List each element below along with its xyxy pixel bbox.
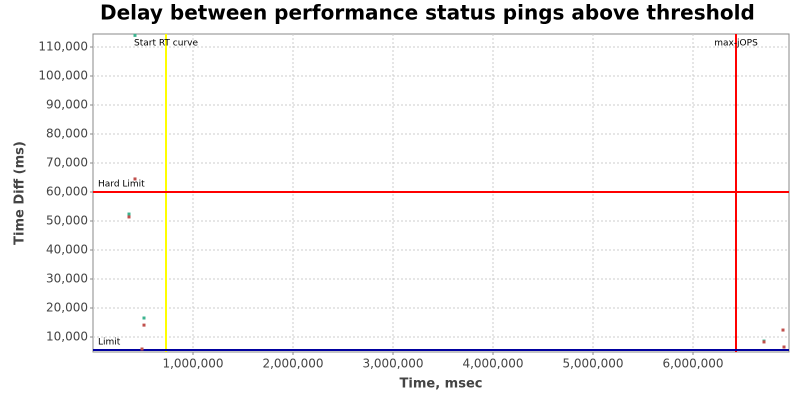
point — [133, 33, 137, 37]
y-tick-label: 30,000 — [46, 272, 88, 286]
point — [782, 345, 786, 349]
point — [142, 323, 146, 327]
marker-label: Limit — [98, 338, 121, 348]
x-tick-label: 6,000,000 — [662, 357, 723, 371]
marker-label: Start RT curve — [134, 39, 198, 49]
y-tick-label: 10,000 — [46, 330, 88, 344]
x-tick-label: 4,000,000 — [462, 357, 523, 371]
x-tick-label: 1,000,000 — [162, 357, 223, 371]
point — [127, 215, 131, 219]
marker-label: max-jOPS — [714, 39, 758, 49]
marker-label: Hard Limit — [98, 179, 145, 189]
x-tick-label: 3,000,000 — [362, 357, 423, 371]
point — [127, 212, 131, 216]
y-tick-label: 70,000 — [46, 155, 88, 169]
y-tick-label: 40,000 — [46, 243, 88, 257]
point — [133, 177, 137, 181]
point — [762, 340, 766, 344]
point — [781, 328, 785, 332]
x-axis-label: Time, msec — [400, 377, 483, 392]
x-tick-label: 5,000,000 — [562, 357, 623, 371]
chart-title: Delay between performance status pings a… — [100, 1, 755, 25]
y-tick-label: 80,000 — [46, 126, 88, 140]
y-tick-label: 60,000 — [46, 184, 88, 198]
y-tick-label: 100,000 — [38, 68, 88, 82]
x-tick-label: 2,000,000 — [262, 357, 323, 371]
point — [142, 316, 146, 320]
y-tick-label: 20,000 — [46, 301, 88, 315]
y-tick-label: 90,000 — [46, 97, 88, 111]
plot-area — [92, 33, 790, 353]
y-axis-label: Time Diff (ms) — [13, 141, 28, 245]
point — [140, 347, 144, 351]
y-tick-label: 110,000 — [38, 39, 88, 53]
y-tick-label: 50,000 — [46, 214, 88, 228]
